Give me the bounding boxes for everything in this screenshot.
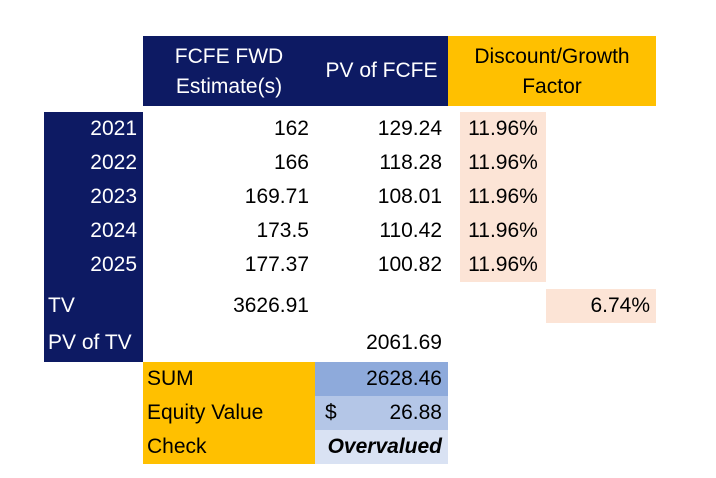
equity-value-label: Equity Value (143, 396, 315, 430)
year-2021: 2021 (90, 117, 137, 140)
tv-label: TV (48, 294, 75, 317)
rate-2021: 11.96% (460, 112, 546, 146)
tv-value: 3626.91 (233, 294, 309, 317)
pv-fcfe-2022: 118.28 (379, 151, 442, 174)
rate-2023: 11.96% (460, 180, 546, 214)
equity-value-cell: $ 26.88 (315, 396, 448, 430)
rate-2024: 11.96% (460, 214, 546, 248)
pv-fcfe-2024: 110.42 (379, 219, 442, 242)
sum-label: SUM (143, 362, 315, 396)
pv-fcfe-2025: 100.82 (377, 253, 442, 276)
header-discount-line2: Factor (522, 75, 582, 98)
header-pv-fcfe: PV of FCFE (315, 36, 448, 106)
check-label: Check (143, 430, 315, 464)
fcfe-2023: 169.71 (244, 185, 309, 208)
year-column (44, 112, 143, 362)
header-pv-fcfe-label: PV of FCFE (325, 59, 438, 82)
check-value: Overvalued (315, 430, 448, 464)
fcfe-2024: 173.5 (256, 219, 309, 242)
tv-growth-rate: 6.74% (546, 289, 656, 323)
sum-value: 2628.46 (315, 362, 448, 396)
header-discount-line1: Discount/Growth (474, 45, 630, 68)
header-fcfe-fwd-line2: Estimate(s) (175, 75, 283, 98)
year-2025: 2025 (90, 253, 137, 276)
year-2023: 2023 (90, 185, 137, 208)
equity-value: 26.88 (389, 401, 442, 424)
year-2024: 2024 (90, 219, 137, 242)
header-fcfe-fwd: FCFE FWD Estimate(s) (143, 36, 315, 106)
rate-2022: 11.96% (460, 146, 546, 180)
equity-currency: $ (325, 401, 337, 424)
fcfe-2021: 162 (273, 117, 309, 140)
fcfe-2025: 177.37 (244, 253, 309, 276)
pv-tv-value: 2061.69 (366, 331, 442, 354)
pv-fcfe-2021: 129.24 (377, 117, 442, 140)
fcfe-2022: 166 (273, 151, 309, 174)
pv-tv-label: PV of TV (48, 331, 132, 354)
rate-2025: 11.96% (460, 248, 546, 282)
year-2022: 2022 (90, 151, 137, 174)
header-fcfe-fwd-line1: FCFE FWD (174, 45, 284, 68)
header-discount-growth: Discount/Growth Factor (448, 36, 656, 106)
pv-fcfe-2023: 108.01 (377, 185, 442, 208)
